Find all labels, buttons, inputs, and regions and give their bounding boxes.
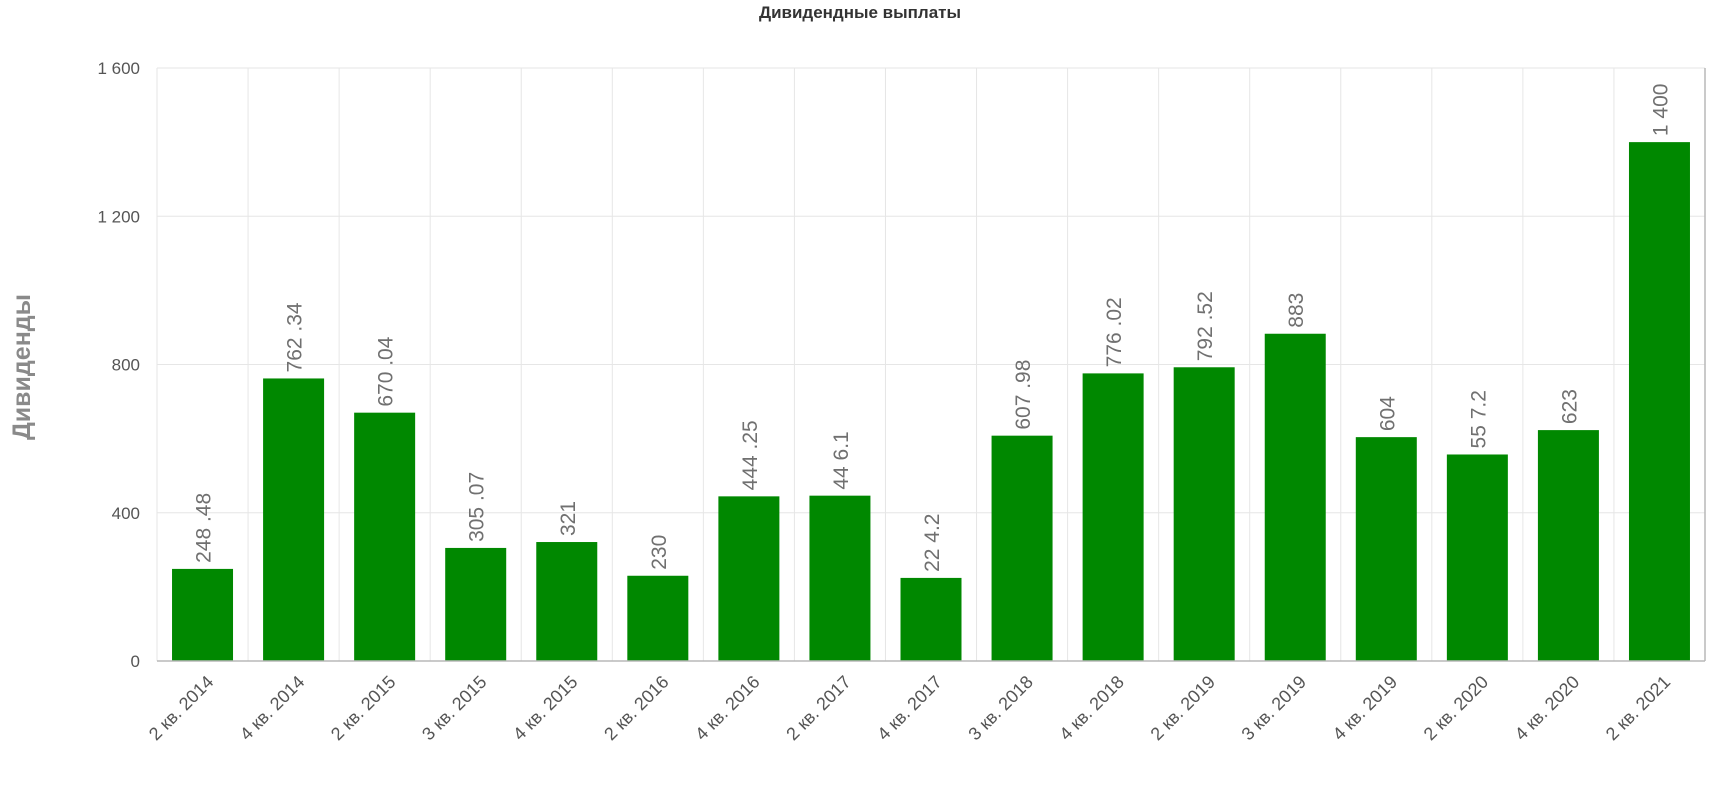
y-tick-label: 1 600: [97, 59, 140, 78]
x-tick-label: 2 кв. 2016: [600, 672, 672, 744]
x-tick-label: 4 кв. 2015: [509, 672, 581, 744]
data-label: 44 6.1: [830, 431, 853, 489]
data-label: 22 4.2: [921, 514, 944, 572]
x-tick-label: 4 кв. 2017: [873, 672, 945, 744]
bar: [718, 496, 780, 661]
x-tick-label: 2 кв. 2014: [145, 672, 217, 744]
x-tick-label: 3 кв. 2019: [1238, 672, 1310, 744]
bar: [991, 435, 1053, 661]
bar: [809, 495, 871, 661]
bars-layer: [172, 142, 1690, 661]
x-tick-label: 2 кв. 2020: [1420, 672, 1492, 744]
bar: [1173, 367, 1235, 661]
x-tick-label: 3 кв. 2018: [964, 672, 1036, 744]
y-tick-label: 1 200: [97, 207, 140, 226]
chart-title: Дивидендные выплаты: [759, 3, 961, 22]
bar: [536, 542, 598, 661]
x-tick-label: 2 кв. 2017: [782, 672, 854, 744]
x-tick-label: 4 кв. 2016: [691, 672, 763, 744]
data-label: 321: [557, 501, 580, 536]
bar: [354, 412, 416, 661]
bar: [1082, 373, 1144, 661]
data-label: 1 400: [1649, 84, 1672, 137]
data-label: 762 .34: [284, 302, 307, 372]
bar: [900, 577, 962, 661]
data-label: 776 .02: [1103, 297, 1126, 367]
bar: [1446, 454, 1508, 661]
x-tick-label: 3 кв. 2015: [418, 672, 490, 744]
data-label: 607 .98: [1012, 360, 1035, 430]
x-tick-label: 2 кв. 2021: [1602, 672, 1674, 744]
x-tick-label: 4 кв. 2019: [1329, 672, 1401, 744]
data-label: 623: [1558, 389, 1581, 424]
y-tick-label: 0: [131, 652, 140, 671]
bar: [1264, 333, 1326, 661]
y-axis-label: Дивиденды: [8, 294, 36, 440]
x-tick-label: 2 кв. 2015: [327, 672, 399, 744]
data-labels-layer: 248 .48 762 .34 670 .04 305 .07 321 230 444 .2…: [193, 84, 1673, 572]
data-label: 883: [1285, 293, 1308, 328]
bar: [445, 547, 507, 661]
data-label: 305 .07: [466, 472, 489, 542]
bar: [1628, 142, 1690, 661]
x-tick-label: 2 кв. 2019: [1147, 672, 1219, 744]
data-label: 670 .04: [375, 336, 398, 406]
y-tick-label: 400: [112, 504, 140, 523]
data-label: 230: [648, 535, 671, 570]
bar: [172, 568, 234, 661]
x-tick-label: 4 кв. 2018: [1055, 672, 1127, 744]
data-label: 248 .48: [193, 493, 216, 563]
bar: [1537, 430, 1599, 661]
y-axis-ticks: 0 400 800 1 200 1 600: [97, 59, 140, 671]
data-label: 604: [1376, 396, 1399, 431]
bar: [263, 378, 325, 661]
x-tick-label: 4 кв. 2014: [236, 672, 308, 744]
bar: [627, 575, 689, 661]
data-label: 55 7.2: [1467, 390, 1490, 448]
data-label: 792 .52: [1194, 291, 1217, 361]
x-tick-label: 4 кв. 2020: [1511, 672, 1583, 744]
bar: [1355, 437, 1417, 661]
y-tick-label: 800: [112, 356, 140, 375]
data-label: 444 .25: [739, 420, 762, 490]
